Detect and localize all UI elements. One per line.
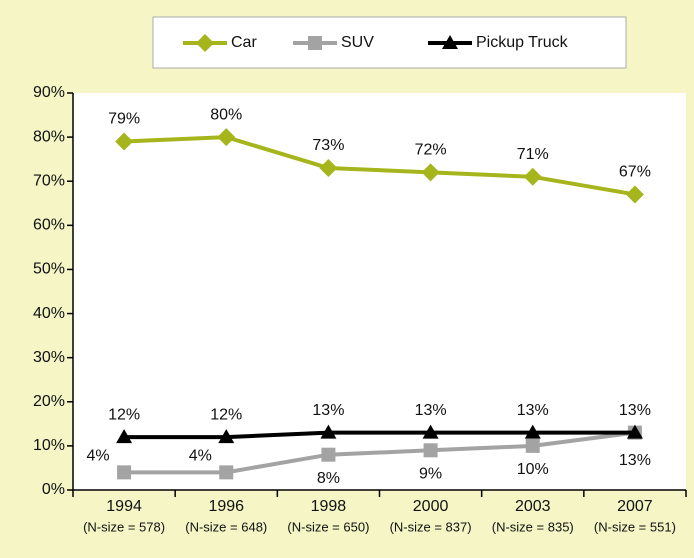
data-label: 72%	[415, 142, 447, 159]
y-tick-label: 80%	[33, 128, 65, 145]
marker	[421, 163, 440, 182]
x-tick-sublabel: (N-size = 551)	[594, 519, 676, 534]
y-tick-label: 20%	[33, 393, 65, 410]
marker	[115, 132, 134, 151]
data-label: 10%	[517, 461, 549, 478]
marker	[625, 185, 644, 204]
y-tick-label: 40%	[33, 305, 65, 322]
marker	[423, 443, 438, 458]
marker	[442, 35, 458, 49]
marker	[217, 128, 236, 147]
x-tick-label: 2000	[413, 498, 449, 515]
marker	[422, 424, 439, 439]
y-tick-label: 30%	[33, 349, 65, 366]
x-tick-sublabel: (N-size = 648)	[185, 519, 267, 534]
marker	[308, 36, 322, 50]
x-tick-sublabel: (N-size = 650)	[287, 519, 369, 534]
y-tick-label: 10%	[33, 437, 65, 454]
data-label: 9%	[419, 466, 442, 483]
x-tick-label: 1996	[208, 498, 244, 515]
x-tick-sublabel: (N-size = 837)	[390, 519, 472, 534]
data-label: 67%	[619, 164, 651, 181]
x-tick-sublabel: (N-size = 578)	[83, 519, 165, 534]
x-tick-label: 2007	[617, 498, 653, 515]
marker	[524, 424, 541, 439]
y-tick-label: 60%	[33, 217, 65, 234]
series-line	[124, 430, 635, 440]
legend-label: SUV	[341, 34, 374, 51]
data-label: 8%	[317, 470, 340, 487]
data-label: 13%	[312, 402, 344, 419]
data-label: 73%	[312, 137, 344, 154]
legend	[152, 16, 627, 69]
series-line	[124, 430, 636, 475]
y-tick-label: 70%	[33, 172, 65, 189]
x-tick-label: 1998	[311, 498, 347, 515]
x-tick-label: 2003	[515, 498, 551, 515]
marker	[218, 429, 235, 444]
y-tick-label: 0%	[42, 481, 65, 498]
legend-label: Pickup Truck	[476, 34, 569, 51]
marker	[219, 465, 234, 480]
y-tick-label: 90%	[33, 84, 65, 101]
series-line	[123, 135, 636, 197]
data-label: 13%	[619, 452, 651, 469]
marker	[117, 465, 132, 480]
marker	[321, 447, 336, 462]
plot-area	[73, 93, 686, 490]
marker	[320, 424, 337, 439]
data-label: 13%	[619, 402, 651, 419]
marker	[525, 438, 540, 453]
data-label: 13%	[517, 402, 549, 419]
data-label: 4%	[87, 448, 110, 465]
data-label: 12%	[108, 406, 140, 423]
marker	[523, 167, 542, 186]
data-label: 80%	[210, 106, 242, 123]
data-label: 4%	[189, 448, 212, 465]
data-label: 79%	[108, 111, 140, 128]
legend-label: Car	[231, 34, 257, 51]
marker	[626, 424, 643, 439]
y-tick-label: 50%	[33, 261, 65, 278]
marker	[116, 429, 133, 444]
data-label: 12%	[210, 406, 242, 423]
data-label: 13%	[415, 402, 447, 419]
marker	[196, 34, 214, 52]
x-tick-sublabel: (N-size = 835)	[492, 519, 574, 534]
x-tick-label: 1994	[106, 498, 142, 515]
data-label: 71%	[517, 146, 549, 163]
marker	[319, 158, 338, 177]
